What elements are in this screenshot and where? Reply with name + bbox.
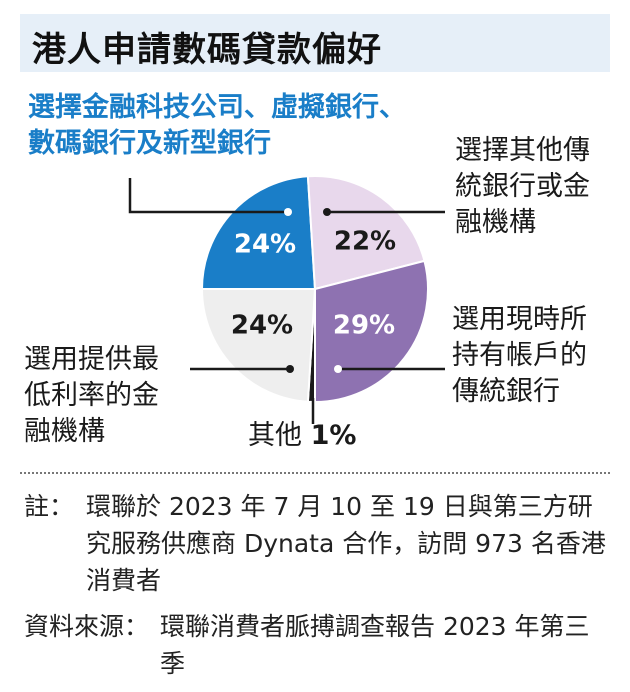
slice-lowest-rate-label: 24%	[231, 311, 293, 341]
pie-chart: 24% 22% 29% 24%	[128, 175, 445, 424]
leader-dot-fintech	[284, 208, 292, 216]
slice-other-traditional-label: 22%	[334, 227, 396, 257]
note-text: 環聯於 2023 年 7 月 10 至 19 日與第三方研究服務供應商 Dyna…	[86, 492, 606, 595]
leader-line-fintech	[128, 178, 288, 214]
callout-lowest-rate: 選用提供最 低利率的金 融機構	[24, 344, 159, 447]
callout-other-prefix: 其他	[248, 420, 302, 451]
note-label: 註：	[24, 492, 75, 521]
slice-other-traditional	[306, 175, 426, 291]
source-label: 資料來源：	[24, 612, 150, 641]
note: 註： 環聯於 2023 年 7 月 10 至 19 日與第三方研究服務供應商 D…	[24, 488, 610, 603]
chart-title: 港人申請數碼貸款偏好	[32, 30, 382, 70]
slice-fintech-label: 24%	[234, 230, 296, 260]
callout-other-traditional: 選擇其他傳 統銀行或金 融機構	[455, 135, 590, 238]
callout-other: 其他 1%	[248, 418, 356, 454]
callout-fintech: 選擇金融科技公司、虛擬銀行、 數碼銀行及新型銀行	[28, 92, 406, 159]
leader-dot-other-traditional	[323, 208, 331, 216]
leader-dot-lowest-rate	[286, 365, 294, 373]
title-bar: 港人申請數碼貸款偏好	[20, 14, 610, 72]
divider	[20, 472, 610, 474]
source-text: 環聯消費者脈搏調查報告 2023 年第三季	[160, 612, 590, 678]
slice-current-bank-label: 29%	[333, 311, 395, 341]
callout-other-value: 1%	[310, 420, 357, 451]
source: 資料來源： 環聯消費者脈搏調查報告 2023 年第三季	[24, 608, 610, 684]
slice-lowest-rate	[200, 288, 317, 403]
leader-dot-current-bank	[334, 365, 342, 373]
slice-current-bank	[314, 259, 429, 404]
callout-current-bank: 選用現時所 持有帳戶的 傳統銀行	[452, 304, 587, 407]
